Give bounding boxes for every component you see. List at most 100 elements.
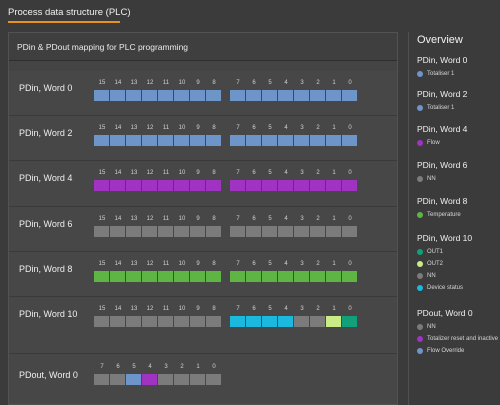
bit-number: 5	[268, 306, 272, 312]
legend-item: Flow	[417, 139, 500, 148]
overview-group: PDin, Word 2 Totaliser 1	[417, 88, 500, 113]
overview-group-title: PDin, Word 10	[417, 233, 473, 243]
legend-label: OUT1	[427, 249, 444, 255]
word-row: PDin, Word 6 15 14 13 12 11 10 9 8 7 6 5 4 3 2 1 0	[9, 207, 397, 252]
bit-cell	[278, 180, 293, 191]
bit-group-high: 15 14 13 12 11 10 9 8	[94, 260, 222, 282]
bit-cell	[206, 271, 221, 282]
legend-color-dot	[417, 71, 423, 77]
bit-cell	[94, 135, 109, 146]
legend-label: Temperature	[427, 212, 461, 218]
bit-number: 9	[196, 170, 200, 176]
bit-number: 8	[212, 80, 216, 86]
bit-number: 7	[236, 216, 240, 222]
bit-number: 8	[212, 125, 216, 131]
bit-cell	[94, 374, 109, 385]
bit-cell	[158, 316, 173, 327]
bit-number: 12	[146, 125, 154, 131]
bit-cell	[142, 316, 157, 327]
bit-cell	[126, 271, 141, 282]
bit-cell	[158, 226, 173, 237]
bit-number: 0	[212, 364, 216, 370]
legend-color-dot	[417, 273, 423, 279]
bit-cell	[110, 271, 125, 282]
legend-item: OUT2	[417, 260, 500, 269]
bit-cell	[230, 226, 245, 237]
bit-number: 5	[132, 364, 136, 370]
legend-label: NN	[427, 273, 436, 279]
bit-number: 3	[300, 80, 304, 86]
bit-cell	[262, 90, 277, 101]
overview-group-title: PDout, Word 0	[417, 308, 473, 318]
bit-number: 12	[146, 216, 154, 222]
legend-color-dot	[417, 140, 423, 146]
bit-group-low: 7 6 5 4 3 2 1 0	[230, 124, 358, 146]
legend-label: NN	[427, 176, 436, 182]
word-label: PDin, Word 6	[19, 219, 73, 229]
bit-number: 6	[116, 364, 120, 370]
panel-title: PDin & PDout mapping for PLC programming	[9, 33, 397, 61]
bit-number: 3	[164, 364, 168, 370]
bit-number: 7	[236, 80, 240, 86]
bit-cell	[142, 271, 157, 282]
overview-group: PDin, Word 6 NN	[417, 159, 500, 184]
bit-group-low: 7 6 5 4 3 2 1 0	[230, 305, 358, 327]
bit-cell	[190, 180, 205, 191]
legend-color-dot	[417, 348, 423, 354]
bit-number: 6	[252, 125, 256, 131]
bit-number: 7	[236, 261, 240, 267]
legend-color-dot	[417, 105, 423, 111]
overview-group-title: PDin, Word 6	[417, 160, 468, 170]
legend-item: Totaliser 1	[417, 104, 500, 113]
legend-color-dot	[417, 176, 423, 182]
bit-number: 4	[148, 364, 152, 370]
bit-cell	[174, 135, 189, 146]
bit-cell	[230, 180, 245, 191]
overview-group: PDin, Word 10 OUT1 OUT2 NN Device status	[417, 232, 500, 293]
bit-cell	[342, 226, 357, 237]
bit-number: 1	[332, 216, 336, 222]
bit-cell	[110, 374, 125, 385]
word-row: PDout, Word 0 7 6 5 4 3 2 1 0	[9, 354, 397, 404]
bit-number: 0	[348, 216, 352, 222]
bit-number: 10	[178, 80, 186, 86]
word-row: PDin, Word 2 15 14 13 12 11 10 9 8 7 6 5 4 3 2 1 0	[9, 116, 397, 161]
bit-cell	[262, 226, 277, 237]
bit-number: 10	[178, 306, 186, 312]
bit-cell	[206, 180, 221, 191]
bit-number: 7	[100, 364, 104, 370]
bit-cell	[110, 316, 125, 327]
bit-cell	[294, 180, 309, 191]
legend-item: Temperature	[417, 211, 500, 220]
bit-number: 0	[348, 125, 352, 131]
bit-number: 7	[236, 306, 240, 312]
bit-cell	[174, 316, 189, 327]
bit-number: 13	[130, 170, 138, 176]
overview-group-title: PDin, Word 0	[417, 55, 468, 65]
bit-number: 13	[130, 125, 138, 131]
bit-number: 3	[300, 306, 304, 312]
bit-number: 3	[300, 125, 304, 131]
bit-cell	[342, 90, 357, 101]
bit-number: 14	[114, 80, 122, 86]
bit-group-low: 7 6 5 4 3 2 1 0	[230, 79, 358, 101]
word-row: PDin, Word 10 15 14 13 12 11 10 9 8 7 6 5 4 3 2 1 0	[9, 297, 397, 354]
bit-group-low: 7 6 5 4 3 2 1 0	[94, 363, 222, 385]
overview-title: Overview	[417, 34, 463, 46]
bit-cell	[126, 135, 141, 146]
legend-color-dot	[417, 324, 423, 330]
bit-number: 13	[130, 216, 138, 222]
overview-group: PDin, Word 0 Totaliser 1	[417, 54, 500, 79]
legend-item: Flow Override	[417, 347, 500, 356]
bit-cell	[294, 316, 309, 327]
legend-label: Flow	[427, 140, 440, 146]
bit-number: 4	[284, 216, 288, 222]
bit-cell	[310, 316, 325, 327]
bit-cell	[278, 135, 293, 146]
bit-cell	[158, 180, 173, 191]
bit-number: 2	[316, 261, 320, 267]
bit-cell	[142, 226, 157, 237]
bit-cell	[230, 271, 245, 282]
tab-process-data-structure[interactable]: Process data structure (PLC)	[8, 7, 131, 18]
bit-cell	[246, 271, 261, 282]
